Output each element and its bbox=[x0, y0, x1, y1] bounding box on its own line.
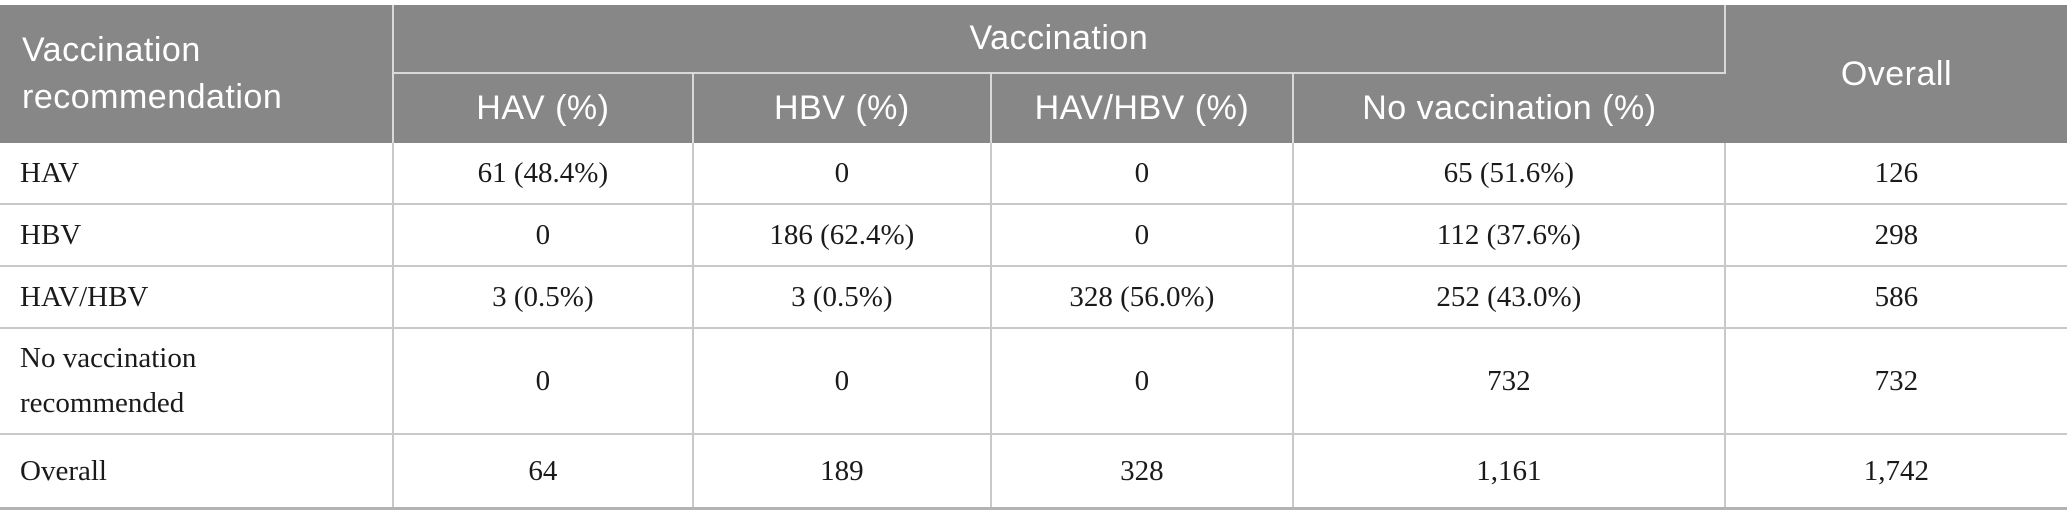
cell: 328 bbox=[990, 433, 1294, 510]
header-overall: Overall bbox=[1724, 5, 2067, 143]
header-hbv-pct: HBV (%) bbox=[692, 73, 992, 143]
cell: 298 bbox=[1724, 203, 2067, 266]
cell: 3 (0.5%) bbox=[692, 265, 992, 328]
header-vaccination-recommendation: Vaccination recommendation bbox=[0, 5, 394, 143]
cell: 0 bbox=[692, 143, 992, 204]
header-no-vaccination-pct: No vaccination (%) bbox=[1292, 73, 1725, 143]
cell: 732 bbox=[1292, 327, 1726, 434]
table-row-overall: Overall 64 189 328 1,161 1,742 bbox=[0, 433, 2067, 510]
table-row-hav-hbv: HAV/HBV 3 (0.5%) 3 (0.5%) 328 (56.0%) 25… bbox=[0, 265, 2067, 328]
cell: 186 (62.4%) bbox=[692, 203, 992, 266]
cell: 0 bbox=[990, 203, 1294, 266]
cell: 1,161 bbox=[1292, 433, 1726, 510]
cell: 1,742 bbox=[1724, 433, 2067, 510]
row-label: HAV bbox=[0, 143, 394, 204]
cell: 732 bbox=[1724, 327, 2067, 434]
cell: 0 bbox=[990, 143, 1294, 204]
cell: 3 (0.5%) bbox=[392, 265, 694, 328]
cell: 65 (51.6%) bbox=[1292, 143, 1726, 204]
vaccination-table: Vaccination recommendation Vaccination O… bbox=[0, 5, 2067, 510]
header-group-vaccination: Vaccination bbox=[392, 5, 1726, 74]
cell: 64 bbox=[392, 433, 694, 510]
table-row-hav: HAV 61 (48.4%) 0 0 65 (51.6%) 126 bbox=[0, 143, 2067, 204]
table-header: Vaccination recommendation Vaccination O… bbox=[0, 5, 2067, 143]
cell: 0 bbox=[392, 203, 694, 266]
cell: 0 bbox=[392, 327, 694, 434]
cell: 61 (48.4%) bbox=[392, 143, 694, 204]
row-label: Overall bbox=[0, 433, 394, 510]
cell: 189 bbox=[692, 433, 992, 510]
table-body: HAV 61 (48.4%) 0 0 65 (51.6%) 126 HBV 0 … bbox=[0, 143, 2067, 510]
cell: 252 (43.0%) bbox=[1292, 265, 1726, 328]
header-hav-hbv-pct: HAV/HBV (%) bbox=[990, 73, 1294, 143]
cell: 126 bbox=[1874, 156, 1919, 189]
cell: 0 bbox=[990, 327, 1294, 434]
cell: 328 (56.0%) bbox=[990, 265, 1294, 328]
header-hav-pct: HAV (%) bbox=[392, 73, 694, 143]
cell: 586 bbox=[1724, 265, 2067, 328]
row-label: HBV bbox=[0, 203, 394, 266]
table-row-hbv: HBV 0 186 (62.4%) 0 112 (37.6%) 298 bbox=[0, 203, 2067, 266]
row-label: HAV/HBV bbox=[0, 265, 394, 328]
cell: 0 bbox=[692, 327, 992, 434]
table-row-no-vaccination-recommended: No vaccination recommended 0 0 0 732 732 bbox=[0, 327, 2067, 434]
row-label: No vaccination recommended bbox=[0, 327, 394, 434]
cell: 112 (37.6%) bbox=[1292, 203, 1726, 266]
